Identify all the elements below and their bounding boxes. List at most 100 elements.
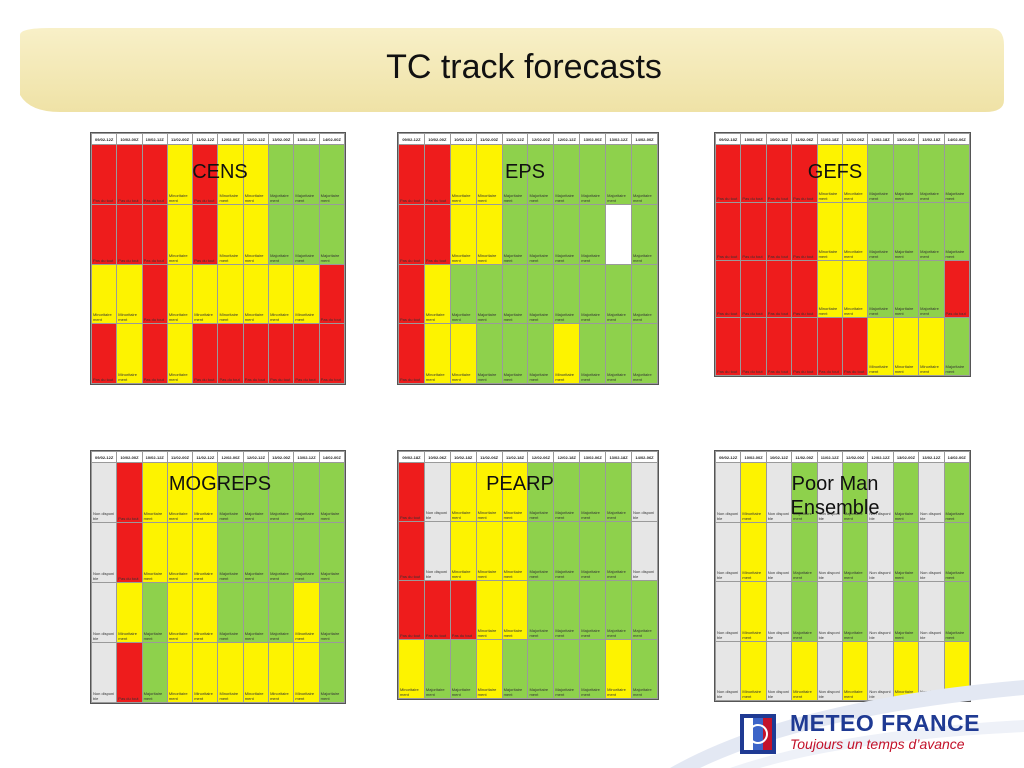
forecast-cell: Majoritaire ment [242,462,270,523]
forecast-cell: Pas du tout [398,203,425,265]
forecast-cell: Non disponible [90,642,118,703]
forecast-cell: Minoritaire ment [166,522,194,583]
forecast-cell: Pas du tout [141,203,168,265]
forecast-cell: Pas du tout [90,144,118,205]
forecast-cell: Minoritaire ment [166,582,194,643]
forecast-row: Pas du tout Pas du tout Pas du tout Pas du … [714,317,971,376]
forecast-table: 09/02-12Z 10/02-00Z 10/02-12Z 11/02-00Z 11/0… [90,133,346,384]
forecast-cell: Majoritaire ment [605,521,633,581]
forecast-cell: Majoritaire ment [579,203,607,265]
forecast-row: Minoritaire ment Majoritaire ment Majorita… [398,639,658,699]
forecast-cell: Pas du tout [141,263,168,325]
forecast-cell: Majoritaire ment [527,521,555,581]
forecast-cell: Pas du tout [116,144,143,205]
forecast-cell: Pas du tout [765,201,793,261]
forecast-cell: Pas du tout [192,323,219,384]
forecast-time-header: 09/02-18Z [714,133,742,145]
forecast-cell: Minoritaire ment [553,323,581,384]
forecast-cell: Majoritaire ment [318,642,346,703]
forecast-cell: Non disponible [423,462,451,522]
forecast-cell: Majoritaire ment [501,144,529,205]
forecast-cell: Majoritaire ment [475,263,503,325]
forecast-cell: Majoritaire ment [217,582,244,643]
forecast-row: Non disponible Minoritaire ment Non dispon… [714,581,971,642]
forecast-cell: Minoritaire ment [918,317,945,376]
forecast-cell: Majoritaire ment [841,581,869,642]
forecast-cell: Minoritaire ment [501,462,529,522]
forecast-cell: Majoritaire ment [892,144,920,203]
forecast-cell: Pas du tout [192,203,219,265]
forecast-cell: Pas du tout [398,323,425,384]
forecast-cell: Majoritaire ment [553,263,581,325]
forecast-table: 09/02-12Z 10/02-00Z 10/02-12Z 11/02-00Z 11/0… [90,451,346,703]
forecast-time-header: 13/02-06Z [892,133,920,145]
meteo-france-emblem-icon [740,714,776,754]
forecast-cell: Majoritaire ment [791,521,818,582]
forecast-cell: Minoritaire ment [449,462,477,522]
forecast-cell: Majoritaire ment [892,581,920,642]
forecast-header-row: 09/02-12Z 10/02-00Z 10/02-12Z 11/02-00Z 11/0… [398,133,658,145]
forecast-cell: Pas du tout [816,317,843,376]
forecast-cell: Minoritaire ment [293,263,320,325]
forecast-row: Pas du tout Non disponible Minoritaire men… [398,462,658,522]
forecast-time-header: 14/02-00Z [318,133,346,145]
forecast-cell: Majoritaire ment [293,462,320,523]
forecast-cell: Majoritaire ment [631,639,658,699]
forecast-row: Pas du tout Pas du tout Pas du tout Pas du … [714,259,971,319]
model-grid-poor-man-ensemble: 09/02-12Z 10/02-00Z 10/02-12Z 11/02-00Z 11/0… [714,450,971,702]
forecast-cell: Non disponible [631,462,658,522]
model-label-cens: CENS [192,161,248,183]
forecast-cell: Pas du tout [841,317,869,376]
forecast-cell: Minoritaire ment [116,582,143,643]
forecast-cell: Minoritaire ment [192,462,219,523]
forecast-cell: Majoritaire ment [475,323,503,384]
slide-title: TC track forecasts [386,48,662,86]
forecast-cell: Pas du tout [714,144,742,203]
forecast-cell: Majoritaire ment [867,259,894,319]
forecast-time-header: 12/02-06Z [841,133,869,145]
forecast-cell: Majoritaire ment [631,144,658,205]
forecast-time-header: 10/02-00Z [740,451,767,463]
forecast-time-header: 12/02-12Z [553,133,581,145]
forecast-cell: Majoritaire ment [501,263,529,325]
forecast-time-header: 11/02-00Z [475,133,503,145]
forecast-cell: Majoritaire ment [605,323,633,384]
forecast-cell: Non disponible [714,521,742,582]
forecast-cell: Majoritaire ment [841,521,869,582]
forecast-cell: Non disponible [867,521,894,582]
forecast-cell: Pas du tout [765,259,793,319]
forecast-time-header: 10/02-06Z [423,451,451,463]
forecast-cell: Pas du tout [90,323,118,384]
forecast-cell: Minoritaire ment [217,263,244,325]
forecast-cell: Minoritaire ment [841,201,869,261]
forecast-cell: Minoritaire ment [166,144,194,205]
forecast-cell: Non disponible [765,581,793,642]
forecast-time-header: 14/02-00Z [943,451,971,463]
forecast-cell: Pas du tout [449,580,477,640]
forecast-row: Non disponible Minoritaire ment Non dispon… [714,640,971,701]
forecast-cell: Majoritaire ment [553,639,581,699]
forecast-cell: Majoritaire ment [268,144,295,205]
forecast-cell: Minoritaire ment [90,263,118,325]
forecast-cell: Pas du tout [740,317,767,376]
forecast-time-header: 13/02-00Z [268,133,295,145]
forecast-cell: Pas du tout [116,642,143,703]
forecast-cell: Pas du tout [791,259,818,319]
forecast-header-row: 09/02-18Z 10/02-06Z 10/02-18Z 11/02-06Z 11/0… [714,133,971,145]
forecast-cell: Non disponible [423,521,451,581]
forecast-cell: Majoritaire ment [791,462,818,523]
forecast-time-header: 10/02-12Z [141,451,168,463]
forecast-cell: Majoritaire ment [318,462,346,523]
forecast-cell: Minoritaire ment [475,144,503,205]
forecast-cell: Minoritaire ment [475,639,503,699]
forecast-cell: Majoritaire ment [841,462,869,523]
forecast-row: Minoritaire ment Minoritaire ment Pas du t… [90,263,346,325]
forecast-cell: Majoritaire ment [918,259,945,319]
forecast-time-header: 11/02-00Z [166,451,194,463]
forecast-time-header: 09/02-12Z [398,133,425,145]
model-grid-cens: 09/02-12Z 10/02-00Z 10/02-12Z 11/02-00Z 11/0… [90,132,346,385]
forecast-cell: Majoritaire ment [943,317,971,376]
forecast-cell: Majoritaire ment [605,144,633,205]
forecast-cell: Minoritaire ment [141,462,168,523]
forecast-cell: Majoritaire ment [268,522,295,583]
